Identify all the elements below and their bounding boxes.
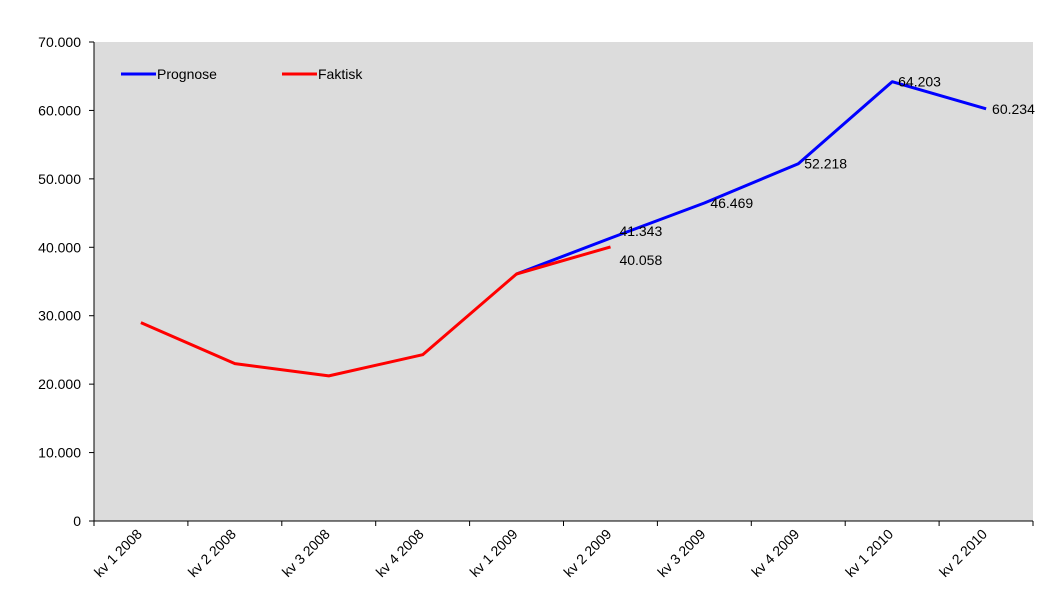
data-label: 41.343 — [619, 223, 662, 239]
data-label: 46.469 — [710, 195, 753, 211]
legend-label-faktisk: Faktisk — [318, 66, 363, 82]
y-tick-label: 30.000 — [38, 308, 81, 324]
x-tick-label: kv 3 2009 — [654, 526, 708, 580]
y-tick-label: 40.000 — [38, 239, 81, 255]
legend-label-prognose: Prognose — [157, 66, 217, 82]
y-tick-label: 20.000 — [38, 376, 81, 392]
x-axis-ticks: kv 1 2008 kv 2 2008 kv 3 2008 kv 4 2008 kv 1… — [91, 521, 1033, 580]
y-tick-label: 70.000 — [38, 34, 81, 50]
data-label: 60.234 — [992, 101, 1035, 117]
y-tick-label: 0 — [73, 513, 81, 529]
data-label: 52.218 — [804, 156, 847, 172]
y-axis-ticks: 0 10.000 20.000 30.000 40.000 50.000 60.000 70.… — [38, 34, 94, 529]
y-tick-label: 50.000 — [38, 171, 81, 187]
x-tick-label: kv 2 2009 — [560, 526, 614, 580]
plot-area — [94, 42, 1033, 521]
y-tick-label: 60.000 — [38, 102, 81, 118]
x-tick-label: kv 2 2010 — [936, 526, 990, 580]
data-label: 64.203 — [898, 74, 941, 90]
x-tick-label: kv 1 2009 — [466, 526, 520, 580]
y-tick-label: 10.000 — [38, 445, 81, 461]
x-tick-label: kv 4 2009 — [748, 526, 802, 580]
x-tick-label: kv 1 2010 — [842, 526, 896, 580]
x-tick-label: kv 4 2008 — [373, 526, 427, 580]
data-label: 40.058 — [619, 252, 662, 268]
x-tick-label: kv 2 2008 — [185, 526, 239, 580]
x-tick-label: kv 3 2008 — [279, 526, 333, 580]
x-tick-label: kv 1 2008 — [91, 526, 145, 580]
